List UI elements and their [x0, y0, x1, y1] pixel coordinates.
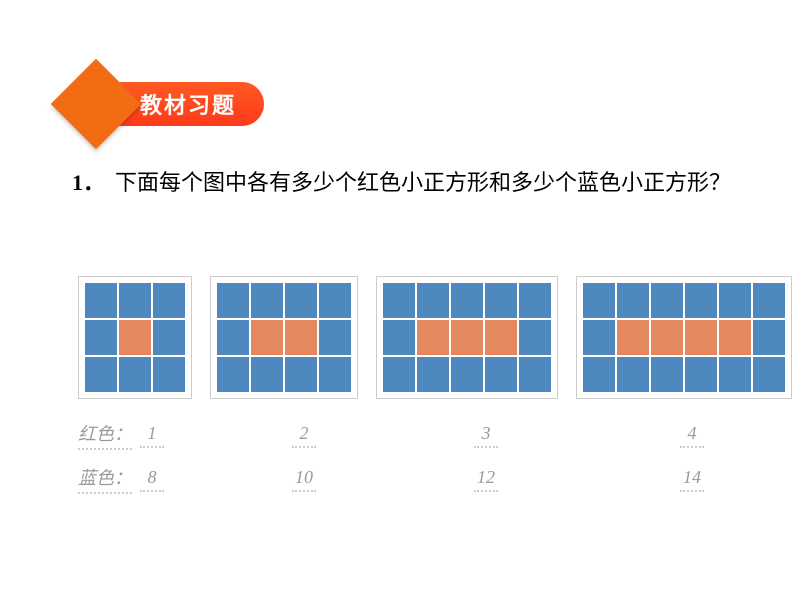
blue-cell: [383, 320, 415, 355]
blue-cell: [583, 357, 615, 392]
blue-cell: [119, 283, 151, 318]
blue-cell: [617, 283, 649, 318]
grid-frame-2: [376, 276, 558, 399]
blue-cell: [617, 357, 649, 392]
red-cell: [719, 320, 751, 355]
blue-cell: [285, 357, 317, 392]
grids-container: [78, 276, 792, 399]
red-label: 红色：: [78, 420, 132, 450]
blue-cell: [685, 283, 717, 318]
blue-val-1: 10: [292, 467, 316, 492]
grid-frame-0: [78, 276, 192, 399]
blue-cell: [319, 320, 351, 355]
red-cell: [617, 320, 649, 355]
blue-cell: [485, 357, 517, 392]
blue-cell: [319, 357, 351, 392]
blue-cell: [583, 283, 615, 318]
blue-cell: [583, 320, 615, 355]
question-number: 1．: [72, 170, 105, 195]
blue-cell: [119, 357, 151, 392]
blue-cell: [651, 357, 683, 392]
grid-3: [583, 283, 785, 392]
red-cell: [485, 320, 517, 355]
red-cell: [251, 320, 283, 355]
red-val-3: 4: [680, 423, 704, 448]
answer-row-blue: 蓝色： 8 10 12 14: [78, 464, 704, 494]
blue-cell: [519, 320, 551, 355]
red-cell: [417, 320, 449, 355]
diamond-icon: [51, 59, 142, 150]
red-val-0: 1: [140, 423, 164, 448]
red-val-1: 2: [292, 423, 316, 448]
blue-cell: [519, 283, 551, 318]
answer-row-red: 红色： 1 2 3 4: [78, 420, 704, 450]
blue-cell: [719, 357, 751, 392]
blue-cell: [753, 283, 785, 318]
blue-cell: [753, 357, 785, 392]
blue-label: 蓝色：: [78, 464, 132, 494]
blue-cell: [217, 357, 249, 392]
grid-frame-3: [576, 276, 792, 399]
blue-cell: [417, 283, 449, 318]
blue-cell: [485, 283, 517, 318]
red-val-2: 3: [474, 423, 498, 448]
badge-text: 教材习题: [140, 88, 236, 120]
blue-cell: [85, 320, 117, 355]
blue-val-0: 8: [140, 467, 164, 492]
blue-cell: [383, 283, 415, 318]
blue-cell: [519, 357, 551, 392]
blue-cell: [251, 357, 283, 392]
blue-cell: [217, 283, 249, 318]
blue-cell: [153, 320, 185, 355]
blue-cell: [85, 357, 117, 392]
question-text: 下面每个图中各有多少个红色小正方形和多少个蓝色小正方形？: [115, 170, 731, 195]
grid-1: [217, 283, 351, 392]
red-cell: [285, 320, 317, 355]
grid-0: [85, 283, 185, 392]
blue-cell: [383, 357, 415, 392]
blue-cell: [153, 357, 185, 392]
blue-cell: [217, 320, 249, 355]
blue-cell: [319, 283, 351, 318]
blue-val-3: 14: [680, 467, 704, 492]
blue-val-2: 12: [474, 467, 498, 492]
blue-cell: [285, 283, 317, 318]
blue-cell: [153, 283, 185, 318]
answers-block: 红色： 1 2 3 4 蓝色： 8 10 12 14: [78, 420, 704, 508]
question-block: 1． 下面每个图中各有多少个红色小正方形和多少个蓝色小正方形？: [72, 166, 740, 199]
grid-frame-1: [210, 276, 358, 399]
grid-2: [383, 283, 551, 392]
blue-cell: [719, 283, 751, 318]
red-cell: [651, 320, 683, 355]
red-cell: [119, 320, 151, 355]
blue-cell: [451, 283, 483, 318]
red-cell: [685, 320, 717, 355]
red-cell: [451, 320, 483, 355]
blue-cell: [451, 357, 483, 392]
blue-cell: [417, 357, 449, 392]
blue-cell: [753, 320, 785, 355]
blue-cell: [685, 357, 717, 392]
section-badge: 教材习题: [64, 72, 264, 136]
blue-cell: [651, 283, 683, 318]
blue-cell: [85, 283, 117, 318]
blue-cell: [251, 283, 283, 318]
